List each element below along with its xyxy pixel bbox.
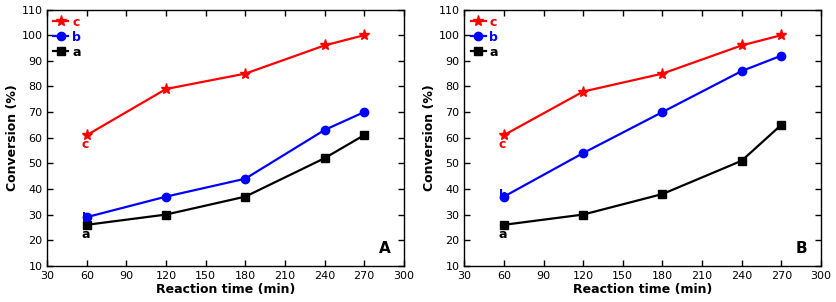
X-axis label: Reaction time (min): Reaction time (min) bbox=[573, 284, 711, 297]
c bbox=[82, 133, 92, 137]
a bbox=[82, 223, 92, 226]
b bbox=[498, 195, 508, 198]
b bbox=[161, 195, 171, 198]
c bbox=[240, 72, 250, 76]
c bbox=[656, 72, 666, 76]
Line: c: c bbox=[497, 30, 786, 141]
Text: a: a bbox=[498, 228, 507, 241]
Text: a: a bbox=[81, 228, 90, 241]
Text: b: b bbox=[81, 212, 90, 225]
Text: A: A bbox=[379, 241, 390, 255]
b bbox=[240, 177, 250, 181]
b bbox=[736, 69, 746, 73]
b bbox=[578, 151, 588, 155]
Text: B: B bbox=[795, 241, 807, 255]
b bbox=[319, 128, 329, 132]
Text: c: c bbox=[81, 138, 89, 151]
Y-axis label: Conversion (%): Conversion (%) bbox=[6, 84, 18, 191]
Legend: c, b, a: c, b, a bbox=[51, 13, 84, 61]
Line: b: b bbox=[499, 52, 784, 201]
a bbox=[578, 213, 588, 216]
Y-axis label: Conversion (%): Conversion (%) bbox=[422, 84, 436, 191]
a bbox=[656, 192, 666, 196]
c bbox=[319, 43, 329, 47]
c bbox=[775, 33, 785, 37]
b bbox=[775, 54, 785, 57]
Legend: c, b, a: c, b, a bbox=[467, 13, 500, 61]
c bbox=[736, 43, 746, 47]
X-axis label: Reaction time (min): Reaction time (min) bbox=[155, 284, 295, 297]
a bbox=[736, 159, 746, 162]
Line: b: b bbox=[83, 108, 368, 221]
Line: a: a bbox=[83, 131, 368, 229]
a bbox=[161, 213, 171, 216]
c bbox=[359, 33, 369, 37]
Line: c: c bbox=[81, 30, 370, 141]
c bbox=[578, 90, 588, 93]
c bbox=[161, 87, 171, 91]
b bbox=[359, 110, 369, 114]
a bbox=[498, 223, 508, 226]
a bbox=[240, 195, 250, 198]
Text: b: b bbox=[498, 189, 507, 202]
b bbox=[656, 110, 666, 114]
Text: c: c bbox=[498, 138, 506, 151]
Line: a: a bbox=[499, 121, 784, 229]
c bbox=[498, 133, 508, 137]
b bbox=[82, 215, 92, 219]
a bbox=[359, 133, 369, 137]
a bbox=[775, 123, 785, 127]
a bbox=[319, 156, 329, 160]
